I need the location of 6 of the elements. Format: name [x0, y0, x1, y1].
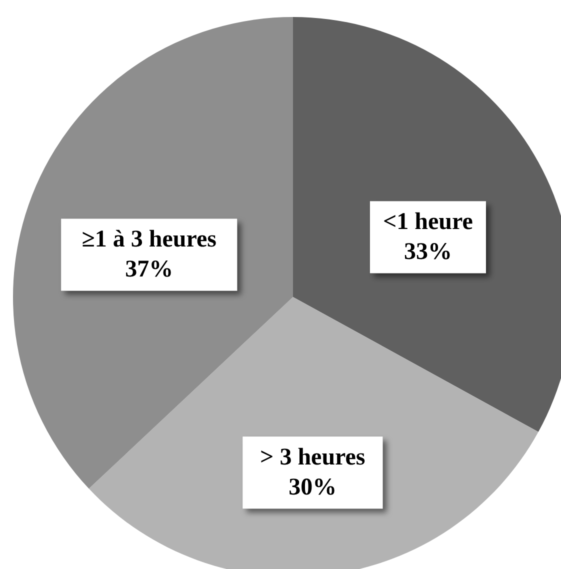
slice-label: <1 heure [383, 209, 474, 236]
data-label: 30% [288, 474, 337, 501]
data-label: 37% [125, 256, 174, 283]
data-label: 33% [404, 239, 452, 266]
slice-label: > 3 heures [260, 444, 366, 471]
slice-label: ≥1 à 3 heures [82, 226, 216, 253]
